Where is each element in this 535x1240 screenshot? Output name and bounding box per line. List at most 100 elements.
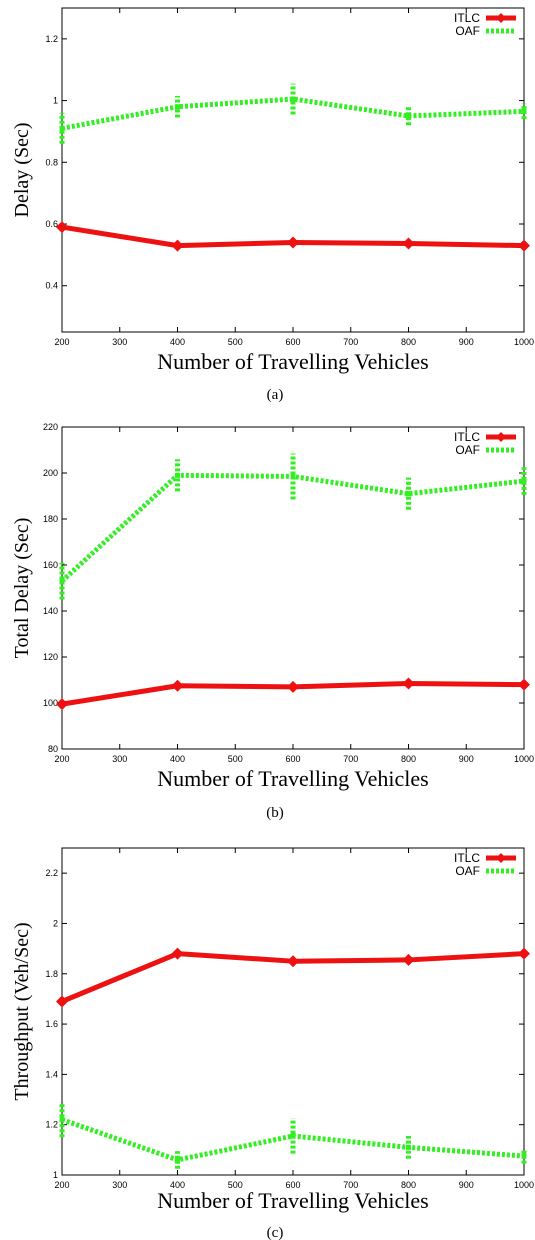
data-point	[402, 953, 415, 966]
figure-caption: (b)	[266, 805, 284, 821]
x-tick-label: 800	[401, 337, 416, 347]
y-tick-label: 1.2	[45, 34, 58, 44]
x-tick-label: 700	[343, 1180, 358, 1190]
data-point	[56, 698, 68, 711]
x-tick-label: 600	[285, 337, 300, 347]
y-tick-label: 180	[43, 514, 58, 524]
data-point	[406, 491, 411, 497]
y-tick-label: 1	[53, 96, 58, 106]
x-tick-label: 1000	[514, 754, 534, 764]
data-point	[406, 113, 411, 119]
x-tick-label: 1000	[514, 1180, 534, 1190]
data-point	[175, 1157, 180, 1163]
x-tick-label: 400	[170, 337, 185, 347]
x-tick-label: 300	[112, 337, 127, 347]
y-tick-label: 2.2	[45, 868, 58, 878]
y-tick-label: 200	[43, 468, 58, 478]
x-tick-label: 200	[54, 337, 69, 347]
series-itlc	[56, 221, 530, 252]
x-tick-label: 500	[228, 337, 243, 347]
x-tick-label: 1000	[514, 337, 534, 347]
data-point	[290, 473, 296, 479]
data-point	[59, 125, 65, 131]
series-line-oaf	[60, 472, 525, 583]
y-tick-label: 1.4	[45, 1069, 58, 1079]
data-point	[56, 995, 68, 1008]
x-tick-label: 300	[112, 1180, 127, 1190]
legend-marker	[496, 853, 506, 863]
y-tick-label: 160	[43, 560, 58, 570]
x-tick-label: 400	[170, 754, 185, 764]
x-tick-label: 800	[401, 754, 416, 764]
y-tick-label: 2	[53, 918, 58, 928]
data-point	[171, 239, 184, 252]
y-axis-label: Total Delay (Sec)	[11, 518, 33, 659]
y-tick-label: 100	[43, 698, 58, 708]
data-point	[171, 679, 184, 692]
figure-caption: (a)	[267, 387, 284, 403]
x-tick-label: 200	[54, 1180, 69, 1190]
series-itlc	[56, 947, 530, 1008]
legend-marker	[496, 432, 506, 442]
series-oaf	[59, 453, 527, 600]
y-axis-label: Delay (Sec)	[11, 123, 33, 218]
data-point	[402, 677, 415, 690]
data-point	[406, 1144, 411, 1150]
x-tick-label: 900	[459, 337, 474, 347]
data-point	[175, 104, 180, 110]
y-axis-label: Throughput (Veh/Sec)	[11, 922, 33, 1100]
x-tick-label: 200	[54, 754, 69, 764]
data-point	[402, 237, 415, 250]
data-point	[175, 472, 180, 478]
x-axis-label: Number of Travelling Vehicles	[157, 1188, 429, 1213]
y-tick-label: 80	[48, 744, 58, 754]
data-point	[287, 680, 299, 693]
y-tick-label: 1.2	[45, 1120, 58, 1130]
x-tick-label: 600	[285, 754, 300, 764]
data-point	[59, 578, 65, 584]
legend-label-itlc: ITLC	[454, 851, 480, 865]
x-tick-label: 500	[228, 754, 243, 764]
data-point	[56, 221, 68, 234]
data-point	[59, 1117, 65, 1123]
legend-label-itlc: ITLC	[454, 430, 480, 444]
y-tick-label: 120	[43, 652, 58, 662]
plot-frame	[61, 7, 525, 333]
legend-label-oaf: OAF	[455, 24, 480, 38]
data-point	[521, 478, 527, 484]
series-itlc	[56, 677, 530, 711]
y-tick-label: 0.4	[45, 281, 58, 291]
data-point	[287, 955, 299, 968]
legend-label-itlc: ITLC	[454, 11, 480, 25]
data-point	[171, 947, 184, 960]
x-tick-label: 700	[343, 754, 358, 764]
x-tick-label: 700	[343, 337, 358, 347]
x-axis-label: Number of Travelling Vehicles	[157, 766, 429, 791]
legend-label-oaf: OAF	[455, 864, 480, 878]
x-tick-label: 400	[170, 1180, 185, 1190]
data-point	[518, 239, 530, 252]
x-tick-label: 500	[228, 1180, 243, 1190]
chart-panel-3: 200 300 400 500 600 700 800 900 1000 1 1.2 1.4 1.6 1.…	[11, 847, 534, 1240]
x-tick-label: 600	[285, 1180, 300, 1190]
chart-panel-1: 200 300 400 500 600 700 800 900 1000 0.4 0.6 0.8 1 1.…	[11, 7, 534, 403]
x-axis-label: Number of Travelling Vehicles	[157, 349, 429, 374]
data-point	[518, 947, 530, 960]
data-point	[290, 1133, 296, 1139]
data-point	[521, 108, 527, 114]
x-tick-label: 300	[112, 754, 127, 764]
chart-panel-2: 200 300 400 500 600 700 800 900 1000 80 100 120 140 1…	[11, 422, 534, 821]
series-oaf	[59, 83, 527, 144]
data-point	[518, 678, 530, 691]
y-tick-label: 1.6	[45, 1019, 58, 1029]
y-tick-label: 1	[53, 1170, 58, 1180]
y-tick-label: 0.8	[45, 157, 58, 167]
y-tick-label: 1.8	[45, 969, 58, 979]
x-tick-label: 900	[459, 754, 474, 764]
legend-label-oaf: OAF	[455, 443, 480, 457]
series-oaf	[59, 1102, 527, 1169]
y-tick-label: 220	[43, 422, 58, 432]
y-tick-label: 140	[43, 606, 58, 616]
y-tick-label: 0.6	[45, 219, 58, 229]
